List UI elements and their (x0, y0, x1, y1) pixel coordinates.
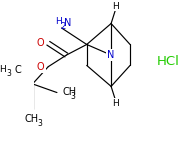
Text: N: N (64, 18, 71, 28)
Text: O: O (37, 38, 44, 48)
Text: H: H (112, 99, 119, 108)
Text: N: N (107, 50, 115, 60)
Text: HCl: HCl (156, 55, 179, 68)
Text: 3: 3 (38, 119, 43, 128)
Text: CH: CH (62, 87, 77, 97)
Text: 2: 2 (60, 22, 66, 31)
Text: 3: 3 (71, 93, 76, 102)
Text: C: C (14, 65, 21, 75)
Text: O: O (37, 62, 44, 72)
Text: 3: 3 (6, 69, 11, 78)
Text: H: H (0, 65, 6, 74)
Text: CH: CH (24, 114, 38, 124)
Text: H: H (112, 2, 119, 11)
Text: H: H (55, 17, 62, 26)
